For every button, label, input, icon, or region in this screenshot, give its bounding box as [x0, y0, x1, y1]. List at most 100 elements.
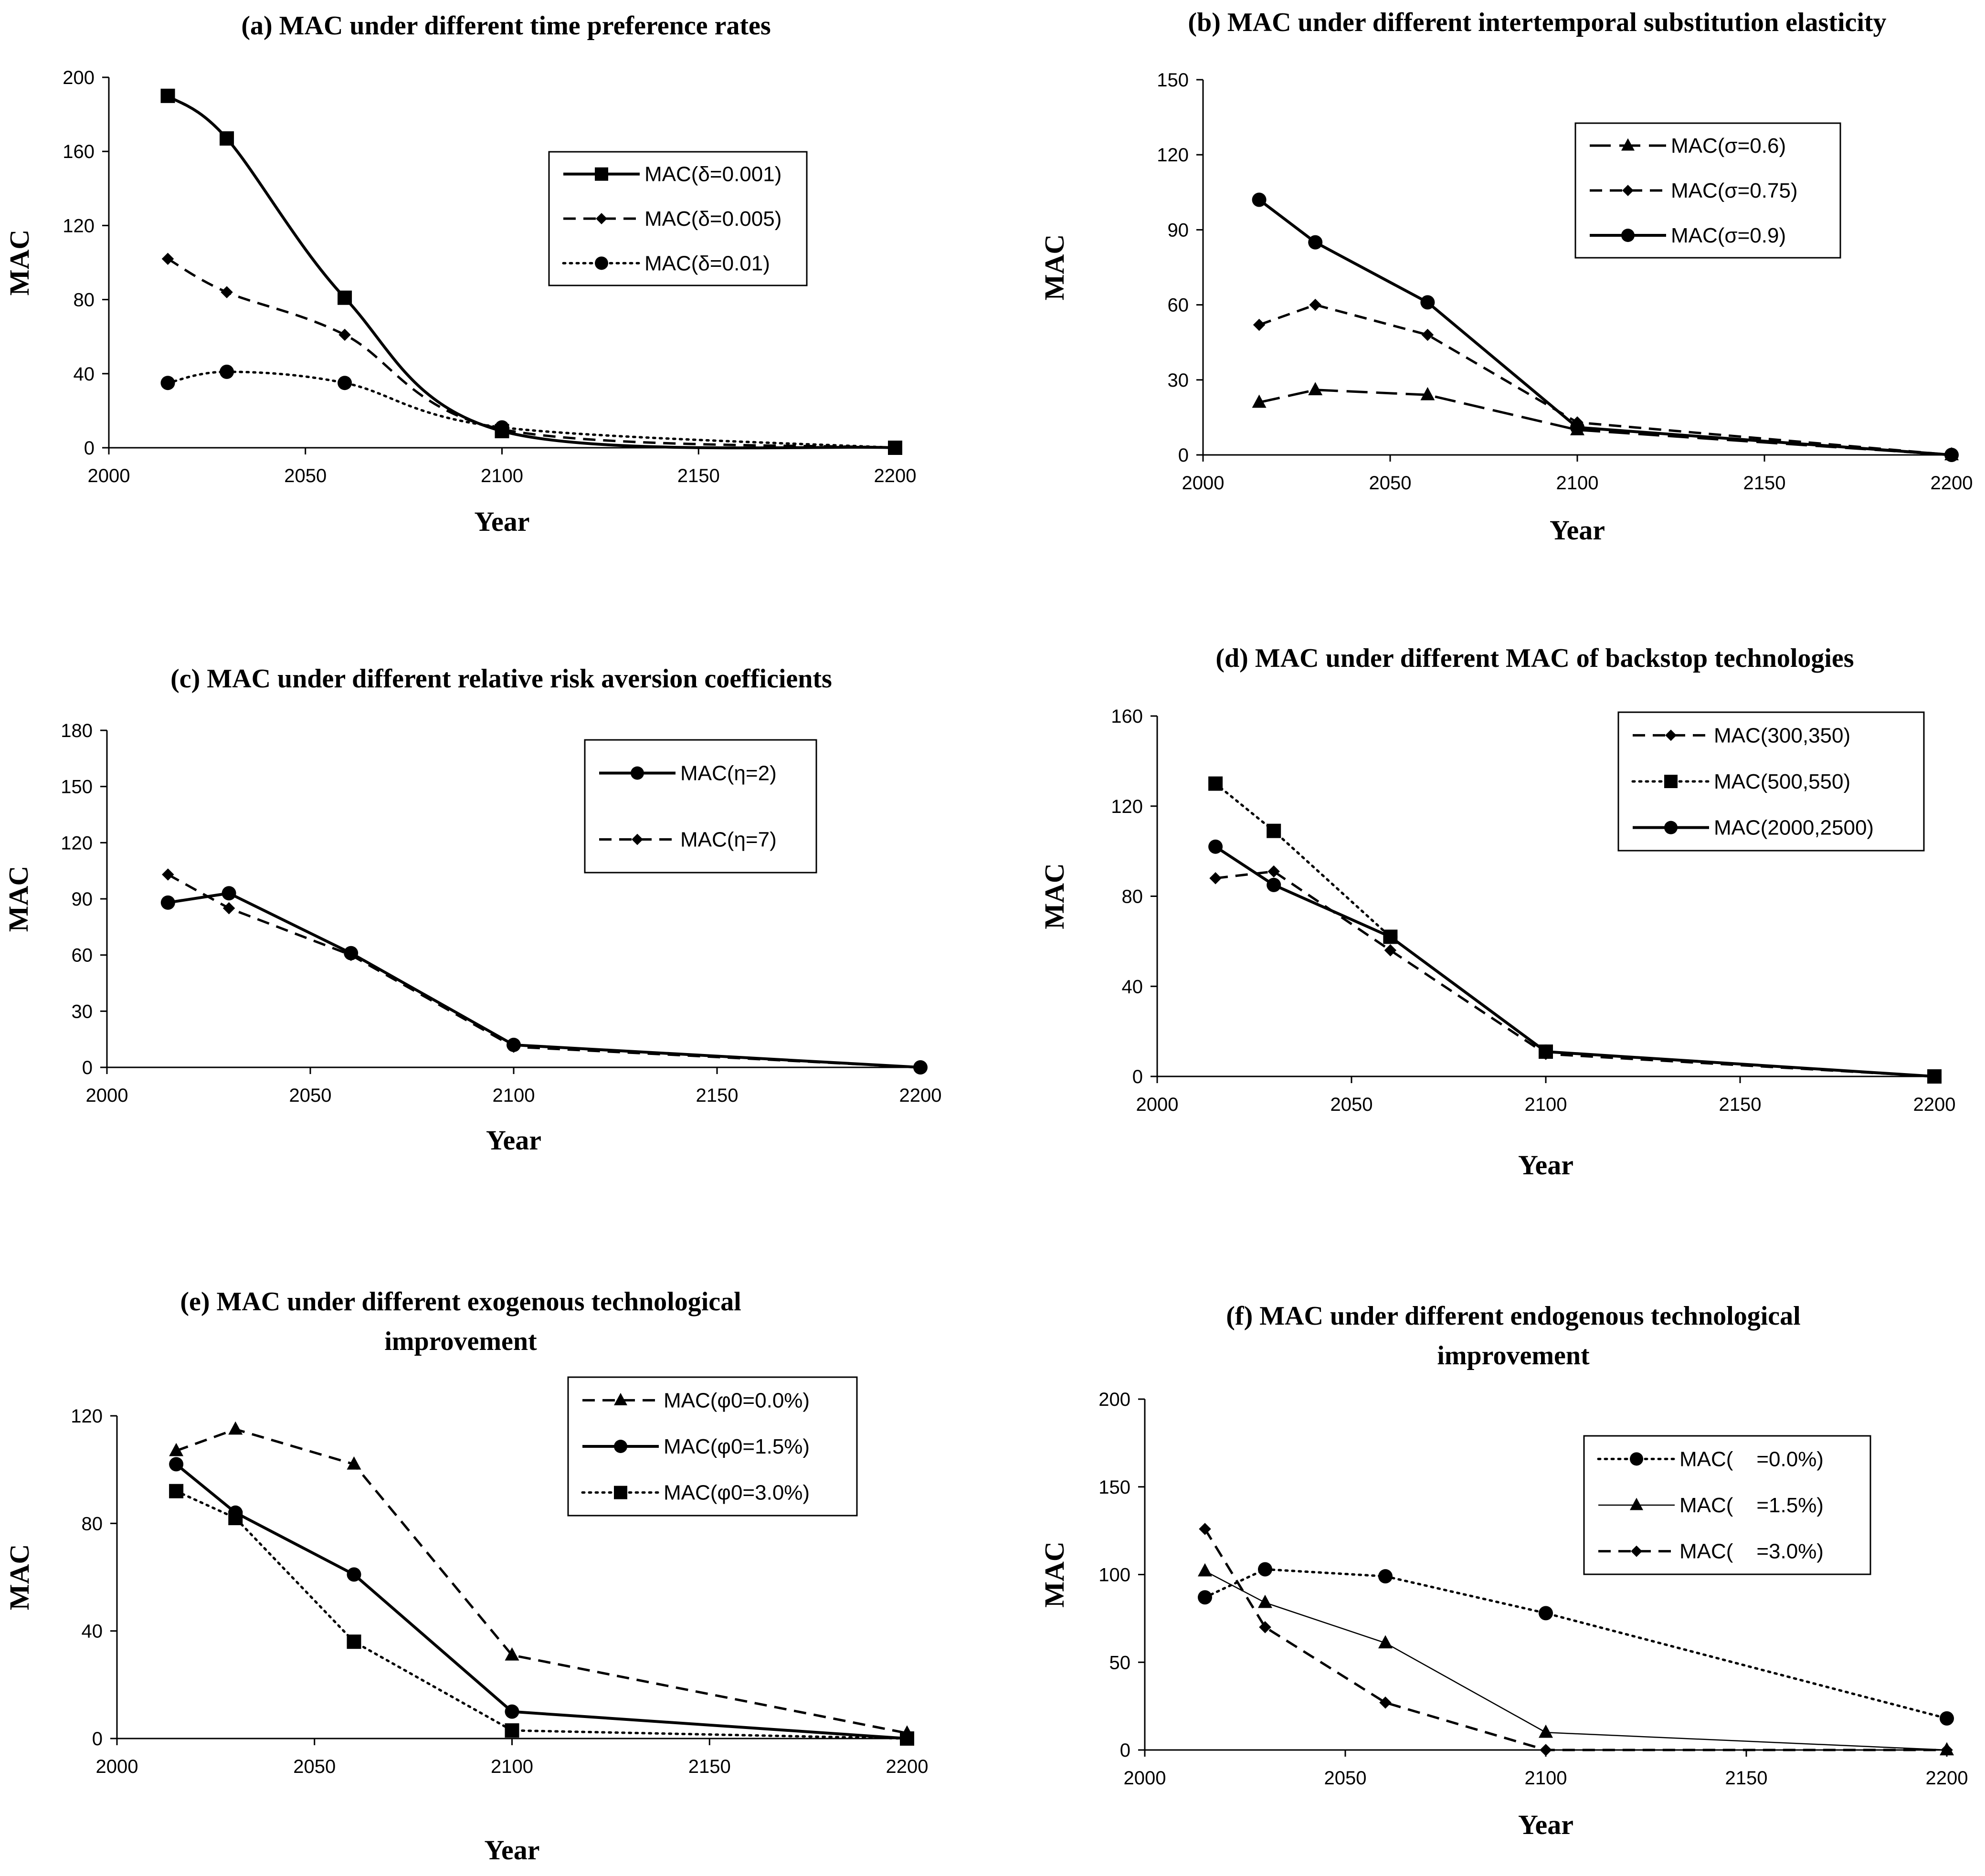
chart-b-series-point — [1308, 235, 1323, 250]
chart-f-series-point — [1199, 1523, 1211, 1535]
chart-f-y-tick-label: 50 — [1109, 1652, 1131, 1673]
chart-c-y-tick-label: 120 — [61, 833, 93, 854]
chart-a-y-tick-label: 200 — [63, 67, 95, 88]
chart-e-y-axis-label: MAC — [4, 1544, 35, 1611]
chart-d-series-point — [1539, 1044, 1553, 1059]
chart-c-x-tick-label: 2150 — [696, 1085, 739, 1106]
chart-f: (f) MAC under different endogenous techn… — [1039, 1301, 1968, 1840]
chart-d-x-tick-label: 2100 — [1525, 1094, 1567, 1115]
chart-d-series-point — [1267, 877, 1281, 892]
chart-c-y-tick-label: 90 — [72, 889, 93, 910]
chart-c-x-tick-label: 2200 — [899, 1085, 942, 1106]
chart-d-y-tick-label: 0 — [1132, 1066, 1143, 1087]
chart-e-legend-label: MAC(φ0=3.0%) — [664, 1481, 810, 1505]
chart-f-x-axis-label: Year — [1518, 1809, 1573, 1840]
chart-c-series-point — [345, 949, 357, 961]
chart-c-legend-label: MAC(η=2) — [680, 762, 777, 785]
chart-b-legend-marker — [1621, 138, 1635, 151]
chart-c-y-tick-label: 0 — [82, 1057, 93, 1078]
chart-a-y-axis-label: MAC — [4, 230, 35, 296]
chart-a-y-tick-label: 120 — [63, 215, 95, 236]
chart-f-series-point — [1378, 1569, 1393, 1584]
chart-b-x-axis-label: Year — [1550, 515, 1605, 546]
chart-e-y-tick-label: 120 — [71, 1406, 103, 1427]
chart-c-series-point — [162, 868, 174, 881]
chart-d-x-axis-label: Year — [1518, 1149, 1573, 1180]
chart-b-series-point — [1252, 394, 1267, 408]
chart-e-series-line — [175, 1490, 908, 1740]
chart-b-x-tick-label: 2150 — [1743, 473, 1786, 494]
chart-f-series-line — [1204, 1570, 1947, 1751]
chart-f-series-point — [1258, 1562, 1272, 1577]
chart-f-series-line — [1204, 1568, 1948, 1720]
chart-a-series-point — [338, 376, 352, 390]
chart-e-series-point — [169, 1484, 184, 1498]
chart-e-series-point — [347, 1567, 361, 1582]
chart-a-title-line: (a) MAC under different time preference … — [241, 11, 771, 41]
chart-c-legend-box — [584, 739, 817, 874]
chart-d-series-point — [1383, 929, 1398, 944]
chart-d-series-point — [1208, 776, 1223, 791]
chart-f-legend-marker — [1631, 1545, 1642, 1557]
chart-d-legend-marker — [1665, 729, 1677, 741]
chart-f-x-tick-label: 2000 — [1124, 1768, 1166, 1789]
chart-a-series-point — [220, 364, 234, 379]
chart-b-x-tick-label: 2050 — [1369, 473, 1412, 494]
chart-b-y-tick-label: 120 — [1157, 145, 1189, 166]
chart-a-series-point — [888, 441, 902, 455]
chart-c-series-point — [507, 1041, 520, 1053]
chart-a-legend-label: MAC(δ=0.005) — [644, 207, 781, 231]
chart-e-series-point — [347, 1456, 361, 1470]
chart-b-y-tick-label: 150 — [1157, 70, 1189, 91]
chart-f-series-point — [1378, 1635, 1393, 1649]
chart-c-x-tick-label: 2050 — [289, 1085, 332, 1106]
chart-f-y-tick-label: 150 — [1098, 1477, 1130, 1498]
chart-a-x-axis-label: Year — [475, 506, 530, 537]
chart-f-series-point — [1941, 1744, 1953, 1756]
chart-e-legend-marker — [614, 1392, 627, 1405]
chart-f-x-tick-label: 2200 — [1926, 1768, 1968, 1789]
chart-f-series-point — [1540, 1744, 1552, 1756]
chart-e-title-line: (e) MAC under different exogenous techno… — [180, 1287, 741, 1317]
chart-c-series-point — [222, 902, 235, 915]
chart-a-series-point — [221, 286, 233, 298]
chart-e-legend-label: MAC(φ0=1.5%) — [664, 1435, 810, 1458]
chart-f-y-tick-label: 0 — [1120, 1740, 1130, 1761]
chart-c-series-line — [167, 873, 921, 1069]
chart-d-legend-marker — [1664, 821, 1678, 834]
chart-f-y-axis-label: MAC — [1039, 1541, 1070, 1608]
chart-c-series-point — [160, 895, 175, 910]
chart-d-y-tick-label: 80 — [1122, 886, 1143, 907]
chart-f-series-point — [1259, 1621, 1271, 1634]
chart-d-series-point — [1208, 839, 1223, 854]
chart-c-y-tick-label: 60 — [72, 945, 93, 966]
chart-d-x-tick-label: 2150 — [1719, 1094, 1762, 1115]
chart-d-x-tick-label: 2000 — [1136, 1094, 1179, 1115]
chart-e-series-point — [900, 1731, 914, 1746]
chart-b-title-line: (b) MAC under different intertemporal su… — [1188, 8, 1886, 37]
chart-b-legend-label: MAC(σ=0.6) — [1671, 134, 1786, 158]
chart-f-series-point — [1198, 1563, 1212, 1577]
chart-a-series-point — [338, 328, 351, 341]
chart-b-legend-marker — [1621, 229, 1635, 242]
chart-f-series-point — [1379, 1697, 1392, 1709]
chart-a-x-tick-label: 2050 — [284, 465, 327, 486]
chart-c-x-tick-label: 2100 — [493, 1085, 535, 1106]
chart-a-x-tick-label: 2150 — [677, 465, 720, 486]
chart-e-x-axis-label: Year — [485, 1834, 540, 1865]
chart-d-series-point — [1209, 872, 1222, 885]
chart-f-series-point — [1539, 1606, 1553, 1621]
chart-d-series-line — [1214, 845, 1935, 1078]
chart-e-series-point — [228, 1421, 243, 1435]
chart-b-legend-label: MAC(σ=0.75) — [1671, 179, 1798, 202]
chart-e-series-point — [347, 1634, 361, 1649]
chart-c-legend-label: MAC(η=7) — [680, 828, 777, 852]
chart-f-legend-label: MAC( =3.0%) — [1679, 1540, 1824, 1563]
chart-e-series-point — [505, 1723, 519, 1738]
chart-a-y-tick-label: 160 — [63, 141, 95, 162]
chart-d-legend-marker — [1664, 775, 1678, 788]
chart-b-y-axis-label: MAC — [1039, 234, 1070, 301]
chart-b-series-point — [1944, 448, 1959, 462]
chart-c-legend-marker — [631, 766, 644, 780]
chart-b-series-line — [1259, 389, 1952, 456]
